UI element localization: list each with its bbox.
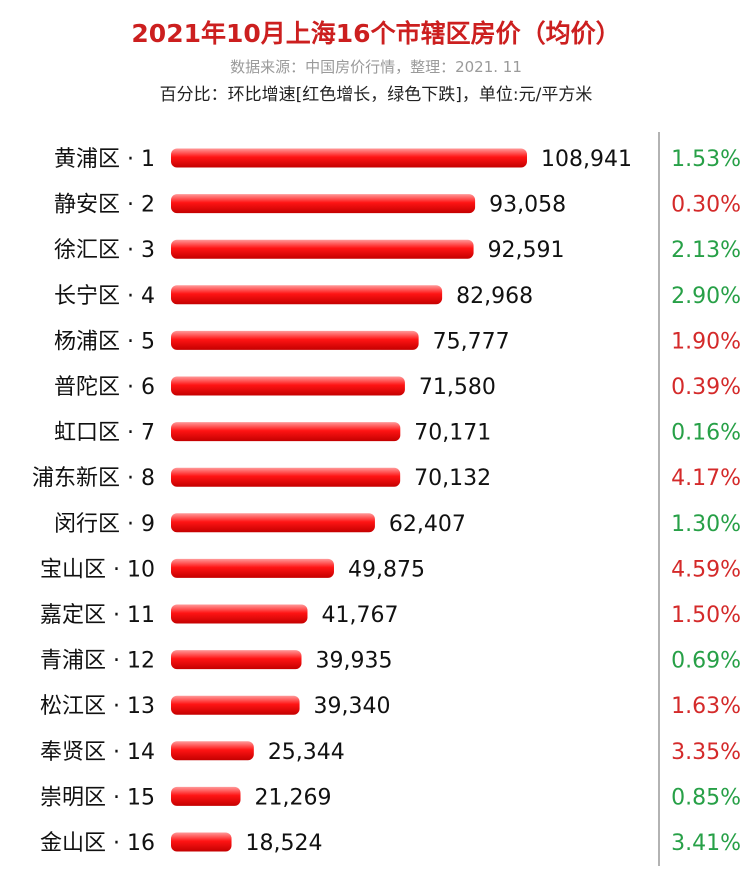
bar [171, 695, 300, 715]
change-label: 1.30% [671, 512, 741, 537]
chart-title: 2021年10月上海16个市辖区房价（均价） [131, 19, 621, 48]
change-label: 0.39% [671, 375, 741, 400]
category-label: 静安区 · 2 [54, 193, 155, 218]
bar [171, 239, 474, 259]
bar [171, 786, 241, 806]
bar-row: 静安区 · 2 93,058 0.30% [54, 193, 741, 218]
bar-row: 长宁区 · 4 82,968 2.90% [54, 284, 741, 309]
bar-row: 徐汇区 · 3 92,591 2.13% [54, 238, 741, 263]
change-label: 0.85% [671, 785, 741, 810]
category-label: 普陀区 · 6 [54, 375, 155, 400]
bar [171, 741, 254, 761]
bar-row: 浦东新区 · 8 70,132 4.17% [32, 466, 741, 491]
category-label: 金山区 · 16 [40, 831, 155, 856]
value-label: 62,407 [389, 512, 466, 537]
value-label: 70,171 [414, 421, 491, 446]
value-label: 75,777 [433, 329, 510, 354]
category-label: 杨浦区 · 5 [54, 329, 155, 354]
category-label: 虹口区 · 7 [54, 421, 155, 446]
change-label: 0.16% [671, 421, 741, 446]
value-label: 93,058 [489, 193, 566, 218]
change-label: 4.59% [671, 557, 741, 582]
bar [171, 422, 401, 442]
category-label: 徐汇区 · 3 [54, 238, 155, 263]
change-label: 1.90% [671, 329, 741, 354]
chart-note: 百分比：环比增速[红色增长，绿色下跌]，单位:元/平方米 [159, 85, 593, 105]
category-label: 松江区 · 13 [40, 694, 155, 719]
value-label: 82,968 [456, 284, 533, 309]
category-label: 闵行区 · 9 [54, 512, 155, 537]
value-label: 39,340 [314, 694, 391, 719]
bar-row: 闵行区 · 9 62,407 1.30% [54, 512, 741, 537]
value-label: 92,591 [488, 238, 565, 263]
change-label: 1.63% [671, 694, 741, 719]
change-label: 3.41% [671, 831, 741, 856]
bar [171, 604, 308, 624]
bar [171, 376, 405, 396]
bar-row: 宝山区 · 10 49,875 4.59% [40, 557, 741, 582]
bar [171, 513, 375, 533]
value-label: 18,524 [246, 831, 323, 856]
value-label: 41,767 [321, 603, 398, 628]
change-label: 0.69% [671, 649, 741, 674]
category-label: 崇明区 · 15 [40, 785, 155, 810]
change-label: 2.90% [671, 284, 741, 309]
change-label: 2.13% [671, 238, 741, 263]
bar-row: 松江区 · 13 39,340 1.63% [40, 694, 741, 719]
bar-row: 虹口区 · 7 70,171 0.16% [54, 421, 741, 446]
category-label: 奉贤区 · 14 [40, 740, 155, 765]
bar [171, 194, 476, 214]
value-label: 70,132 [414, 466, 491, 491]
value-label: 25,344 [268, 740, 345, 765]
change-label: 0.30% [671, 193, 741, 218]
bar-row: 杨浦区 · 5 75,777 1.90% [54, 329, 741, 354]
bars-layer: 黄浦区 · 1 108,941 1.53% 静安区 · 2 93,058 0.30% 徐汇区… [32, 147, 741, 856]
value-label: 39,935 [316, 649, 393, 674]
bar [171, 467, 401, 487]
bar-row: 青浦区 · 12 39,935 0.69% [40, 649, 741, 674]
bar-row: 金山区 · 16 18,524 3.41% [40, 831, 741, 856]
category-label: 宝山区 · 10 [40, 557, 155, 582]
value-label: 108,941 [541, 147, 632, 172]
bar-row: 奉贤区 · 14 25,344 3.35% [40, 740, 741, 765]
bar [171, 650, 302, 670]
bar [171, 148, 527, 168]
bar-row: 普陀区 · 6 71,580 0.39% [54, 375, 741, 400]
category-label: 黄浦区 · 1 [54, 147, 155, 172]
bar [171, 558, 334, 578]
category-label: 青浦区 · 12 [40, 649, 155, 674]
bar [171, 832, 232, 852]
value-label: 49,875 [348, 557, 425, 582]
bar-row: 崇明区 · 15 21,269 0.85% [40, 785, 741, 810]
bar-row: 嘉定区 · 11 41,767 1.50% [40, 603, 741, 628]
chart-subtitle: 数据来源：中国房价行情，整理：2021. 11 [230, 58, 522, 76]
category-label: 嘉定区 · 11 [40, 603, 155, 628]
category-label: 长宁区 · 4 [54, 284, 155, 309]
change-label: 4.17% [671, 466, 741, 491]
value-label: 71,580 [419, 375, 496, 400]
bar [171, 330, 419, 350]
change-label: 1.53% [671, 147, 741, 172]
bar-row: 黄浦区 · 1 108,941 1.53% [54, 147, 741, 172]
category-label: 浦东新区 · 8 [32, 466, 155, 491]
value-label: 21,269 [255, 785, 332, 810]
bar [171, 285, 443, 305]
change-label: 1.50% [671, 603, 741, 628]
change-label: 3.35% [671, 740, 741, 765]
